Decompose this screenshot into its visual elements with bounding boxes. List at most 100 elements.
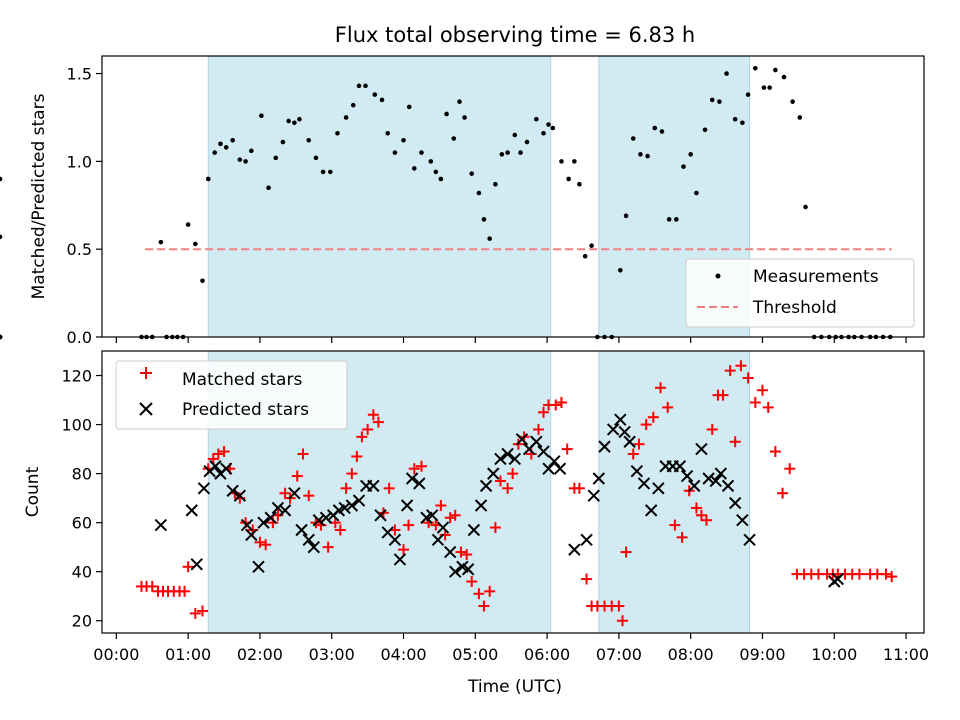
xtick-label-6: 06:00 <box>524 645 570 664</box>
measurement-point-84 <box>694 190 699 196</box>
measurement-point-57 <box>512 132 518 138</box>
predicted-star-14 <box>264 511 277 524</box>
matched-star-98 <box>717 389 729 401</box>
bottom-legend-box <box>115 360 348 430</box>
predicted-star-12 <box>252 560 265 573</box>
predicted-star-68 <box>630 464 644 478</box>
measurement-point-40 <box>406 104 412 110</box>
measurement-point-56 <box>505 150 510 155</box>
matched-star-57 <box>466 576 478 588</box>
predicted-star-1 <box>185 504 198 517</box>
measurement-point-112 <box>0 234 3 240</box>
matched-star-51 <box>435 499 447 511</box>
predicted-stars-markers <box>154 413 845 588</box>
measurement-point-41 <box>411 166 417 171</box>
measurement-point-99 <box>803 204 808 210</box>
matched-star-94 <box>695 509 707 521</box>
matched-star-11 <box>197 605 209 617</box>
predicted-star-74 <box>673 460 687 473</box>
measurement-point-52 <box>481 217 487 222</box>
measurement-point-10 <box>200 278 205 284</box>
matched-star-91 <box>676 531 688 543</box>
predicted-star-79 <box>709 474 723 488</box>
matched-star-90 <box>669 519 681 531</box>
predicted-star-66 <box>618 425 631 439</box>
matched-star-107 <box>777 487 789 499</box>
predicted-star-81 <box>721 479 735 493</box>
matched-star-105 <box>762 401 774 413</box>
top-legend: Measurements Threshold <box>685 258 915 328</box>
measurement-point-46 <box>444 111 449 117</box>
xtick-label-8: 08:00 <box>668 645 714 664</box>
top-ytick-label-0: 0.0 <box>67 328 92 347</box>
top-ytick-label-1: 0.5 <box>67 240 92 259</box>
bottom-ytick-label-0: 20 <box>72 612 92 631</box>
measurement-point-98 <box>797 115 803 120</box>
predicted-star-0 <box>154 518 168 532</box>
matched-star-81 <box>613 600 625 612</box>
measurement-point-54 <box>493 181 498 187</box>
predicted-star-69 <box>637 477 651 490</box>
matched-star-61 <box>489 522 501 534</box>
matched-star-48 <box>415 460 427 472</box>
predicted-star-80 <box>714 467 728 480</box>
measurement-point-77 <box>645 153 650 159</box>
predicted-star-15 <box>271 501 285 515</box>
predicted-star-83 <box>736 513 749 527</box>
top-observing-window-0 <box>207 55 552 338</box>
predicted-star-27 <box>352 494 366 507</box>
matched-star-84 <box>627 448 639 460</box>
matched-star-28 <box>297 448 309 460</box>
predicted-star-16 <box>278 504 292 517</box>
measurement-point-58 <box>518 150 523 155</box>
legend-predicted-marker <box>139 402 153 416</box>
predicted-star-5 <box>209 460 222 473</box>
predicted-star-2 <box>190 558 203 571</box>
measurement-point-27 <box>313 155 319 161</box>
predicted-star-39 <box>431 533 445 547</box>
measurement-point-36 <box>379 97 385 103</box>
matched-star-69 <box>538 406 550 418</box>
matched-star-83 <box>620 546 632 558</box>
measurement-point-44 <box>433 169 439 175</box>
top-axes: 0.0 0.5 1.0 1.5 Matched/Predicted stars Mea… <box>0 55 925 347</box>
measurement-point-60 <box>534 116 539 122</box>
xtick-label-10: 10:00 <box>811 645 857 664</box>
measurement-point-18 <box>249 148 254 154</box>
matched-star-43 <box>383 482 395 494</box>
matched-star-89 <box>662 401 674 413</box>
measurement-point-35 <box>372 92 378 97</box>
predicted-star-33 <box>393 553 407 566</box>
measurement-point-76 <box>638 152 643 157</box>
matched-star-86 <box>640 419 652 431</box>
measurement-point-38 <box>392 150 398 155</box>
bottom-ytick-label-1: 40 <box>72 563 92 582</box>
measurement-point-34 <box>363 83 368 89</box>
matched-star-100 <box>729 436 741 448</box>
xtick-label-9: 09:00 <box>739 645 785 664</box>
top-observing-windows <box>207 55 751 338</box>
bottom-legend: Matched stars Predicted stars <box>115 360 348 430</box>
xtick-label-11: 11:00 <box>883 645 929 664</box>
measurement-point-90 <box>740 120 745 126</box>
matched-star-32 <box>322 541 334 553</box>
matched-star-22 <box>260 539 272 551</box>
measurement-point-88 <box>724 71 729 76</box>
legend-threshold-label: Threshold <box>752 298 837 318</box>
bottom-ytick-label-4: 100 <box>61 416 92 435</box>
matched-star-55 <box>455 546 467 558</box>
measurement-point-93 <box>761 85 767 90</box>
predicted-star-13 <box>257 516 270 529</box>
measurement-point-12 <box>212 150 218 155</box>
bottom-observing-window-1 <box>598 350 751 634</box>
measurement-point-69 <box>589 243 594 248</box>
top-legend-box <box>685 258 915 328</box>
matched-star-72 <box>555 396 567 408</box>
measurement-point-67 <box>577 181 582 187</box>
predicted-star-48 <box>487 467 500 480</box>
predicted-star-61 <box>587 489 600 502</box>
predicted-star-29 <box>367 479 380 493</box>
matched-star-75 <box>573 482 585 494</box>
predicted-star-86 <box>831 572 845 586</box>
measurement-point-45 <box>438 176 444 182</box>
